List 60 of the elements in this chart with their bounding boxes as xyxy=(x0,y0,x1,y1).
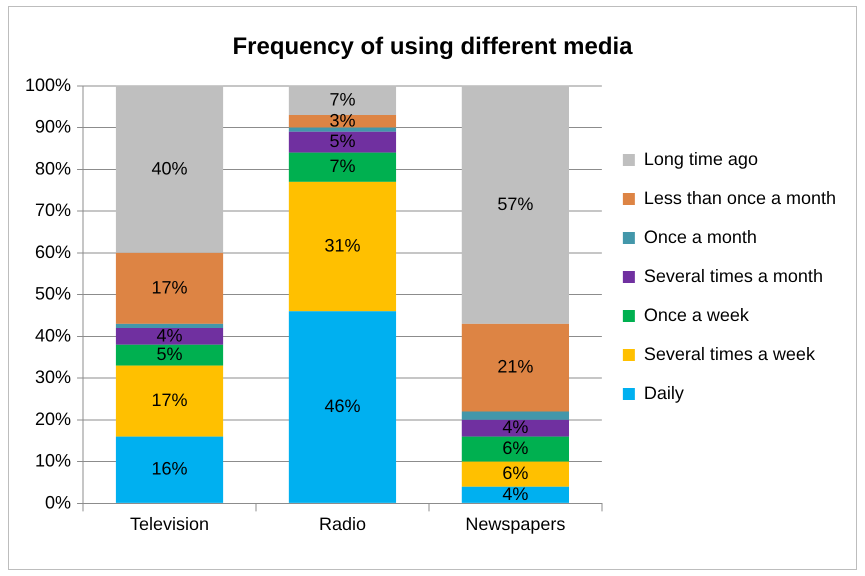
x-tick-label: Radio xyxy=(318,514,366,534)
legend-label: Once a week xyxy=(644,304,750,325)
data-label: 4% xyxy=(502,484,528,504)
bar xyxy=(462,436,570,462)
bar xyxy=(116,252,224,324)
data-label: 3% xyxy=(329,110,356,130)
data-label: 31% xyxy=(324,236,360,256)
y-tick-label: 10% xyxy=(35,450,72,471)
bar xyxy=(116,328,224,345)
data-label: 4% xyxy=(502,417,528,438)
bar xyxy=(288,128,396,132)
y-tick-label: 50% xyxy=(35,284,72,304)
bar xyxy=(288,311,396,503)
bar xyxy=(116,86,224,253)
data-label: 5% xyxy=(156,344,183,364)
bar xyxy=(288,132,396,153)
data-label: 16% xyxy=(151,458,188,479)
y-tick-label: 30% xyxy=(35,367,72,388)
bar xyxy=(116,324,224,328)
bar xyxy=(462,324,570,412)
y-tick-label: 40% xyxy=(35,325,72,346)
data-label: 7% xyxy=(329,156,356,176)
legend-label: Long time ago xyxy=(644,148,758,169)
x-tick-label: Television xyxy=(130,514,210,534)
legend-label: Several times a month xyxy=(644,266,823,286)
legend-label: Less than once a month xyxy=(644,188,836,208)
y-tick-label: 20% xyxy=(35,408,72,429)
data-label: 7% xyxy=(329,89,356,110)
y-tick-label: 90% xyxy=(35,116,72,137)
bar xyxy=(462,462,570,487)
data-label: 6% xyxy=(502,463,528,484)
y-tick-label: 60% xyxy=(35,242,72,262)
bar xyxy=(288,182,396,312)
bar xyxy=(116,344,224,366)
data-label: 17% xyxy=(151,277,188,298)
y-tick-label: 80% xyxy=(35,158,72,178)
legend-label: Several times a week xyxy=(644,344,816,364)
data-label: 5% xyxy=(329,131,356,152)
chart-title: Frequency of using different media xyxy=(232,33,634,60)
data-label: 21% xyxy=(497,356,534,377)
bar xyxy=(462,412,570,420)
data-label: 4% xyxy=(156,325,183,346)
y-tick-label: 70% xyxy=(35,200,72,220)
legend-label: Once a month xyxy=(644,226,757,247)
bar xyxy=(462,486,570,503)
data-label: 17% xyxy=(151,390,188,410)
bar xyxy=(462,86,570,324)
data-label: 6% xyxy=(502,438,528,458)
x-tick-label: Newspapers xyxy=(465,514,566,534)
bar xyxy=(288,86,396,116)
bar xyxy=(288,152,396,182)
y-tick-label: 100% xyxy=(24,74,72,95)
bar xyxy=(462,420,570,437)
bar xyxy=(116,436,224,503)
y-tick-label: 0% xyxy=(45,492,72,512)
data-label: 40% xyxy=(151,158,188,178)
data-label: 57% xyxy=(497,194,534,214)
data-label: 46% xyxy=(324,396,360,416)
bar xyxy=(116,366,224,437)
legend-label: Daily xyxy=(644,382,684,403)
